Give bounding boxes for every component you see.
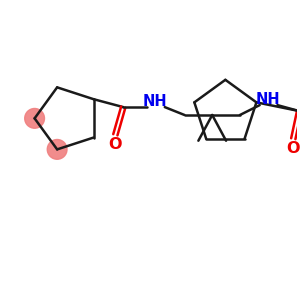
Text: NH: NH	[255, 92, 280, 107]
Text: O: O	[109, 137, 122, 152]
Circle shape	[47, 140, 67, 159]
Circle shape	[25, 109, 44, 128]
Text: NH: NH	[142, 94, 167, 109]
Text: O: O	[286, 141, 300, 156]
